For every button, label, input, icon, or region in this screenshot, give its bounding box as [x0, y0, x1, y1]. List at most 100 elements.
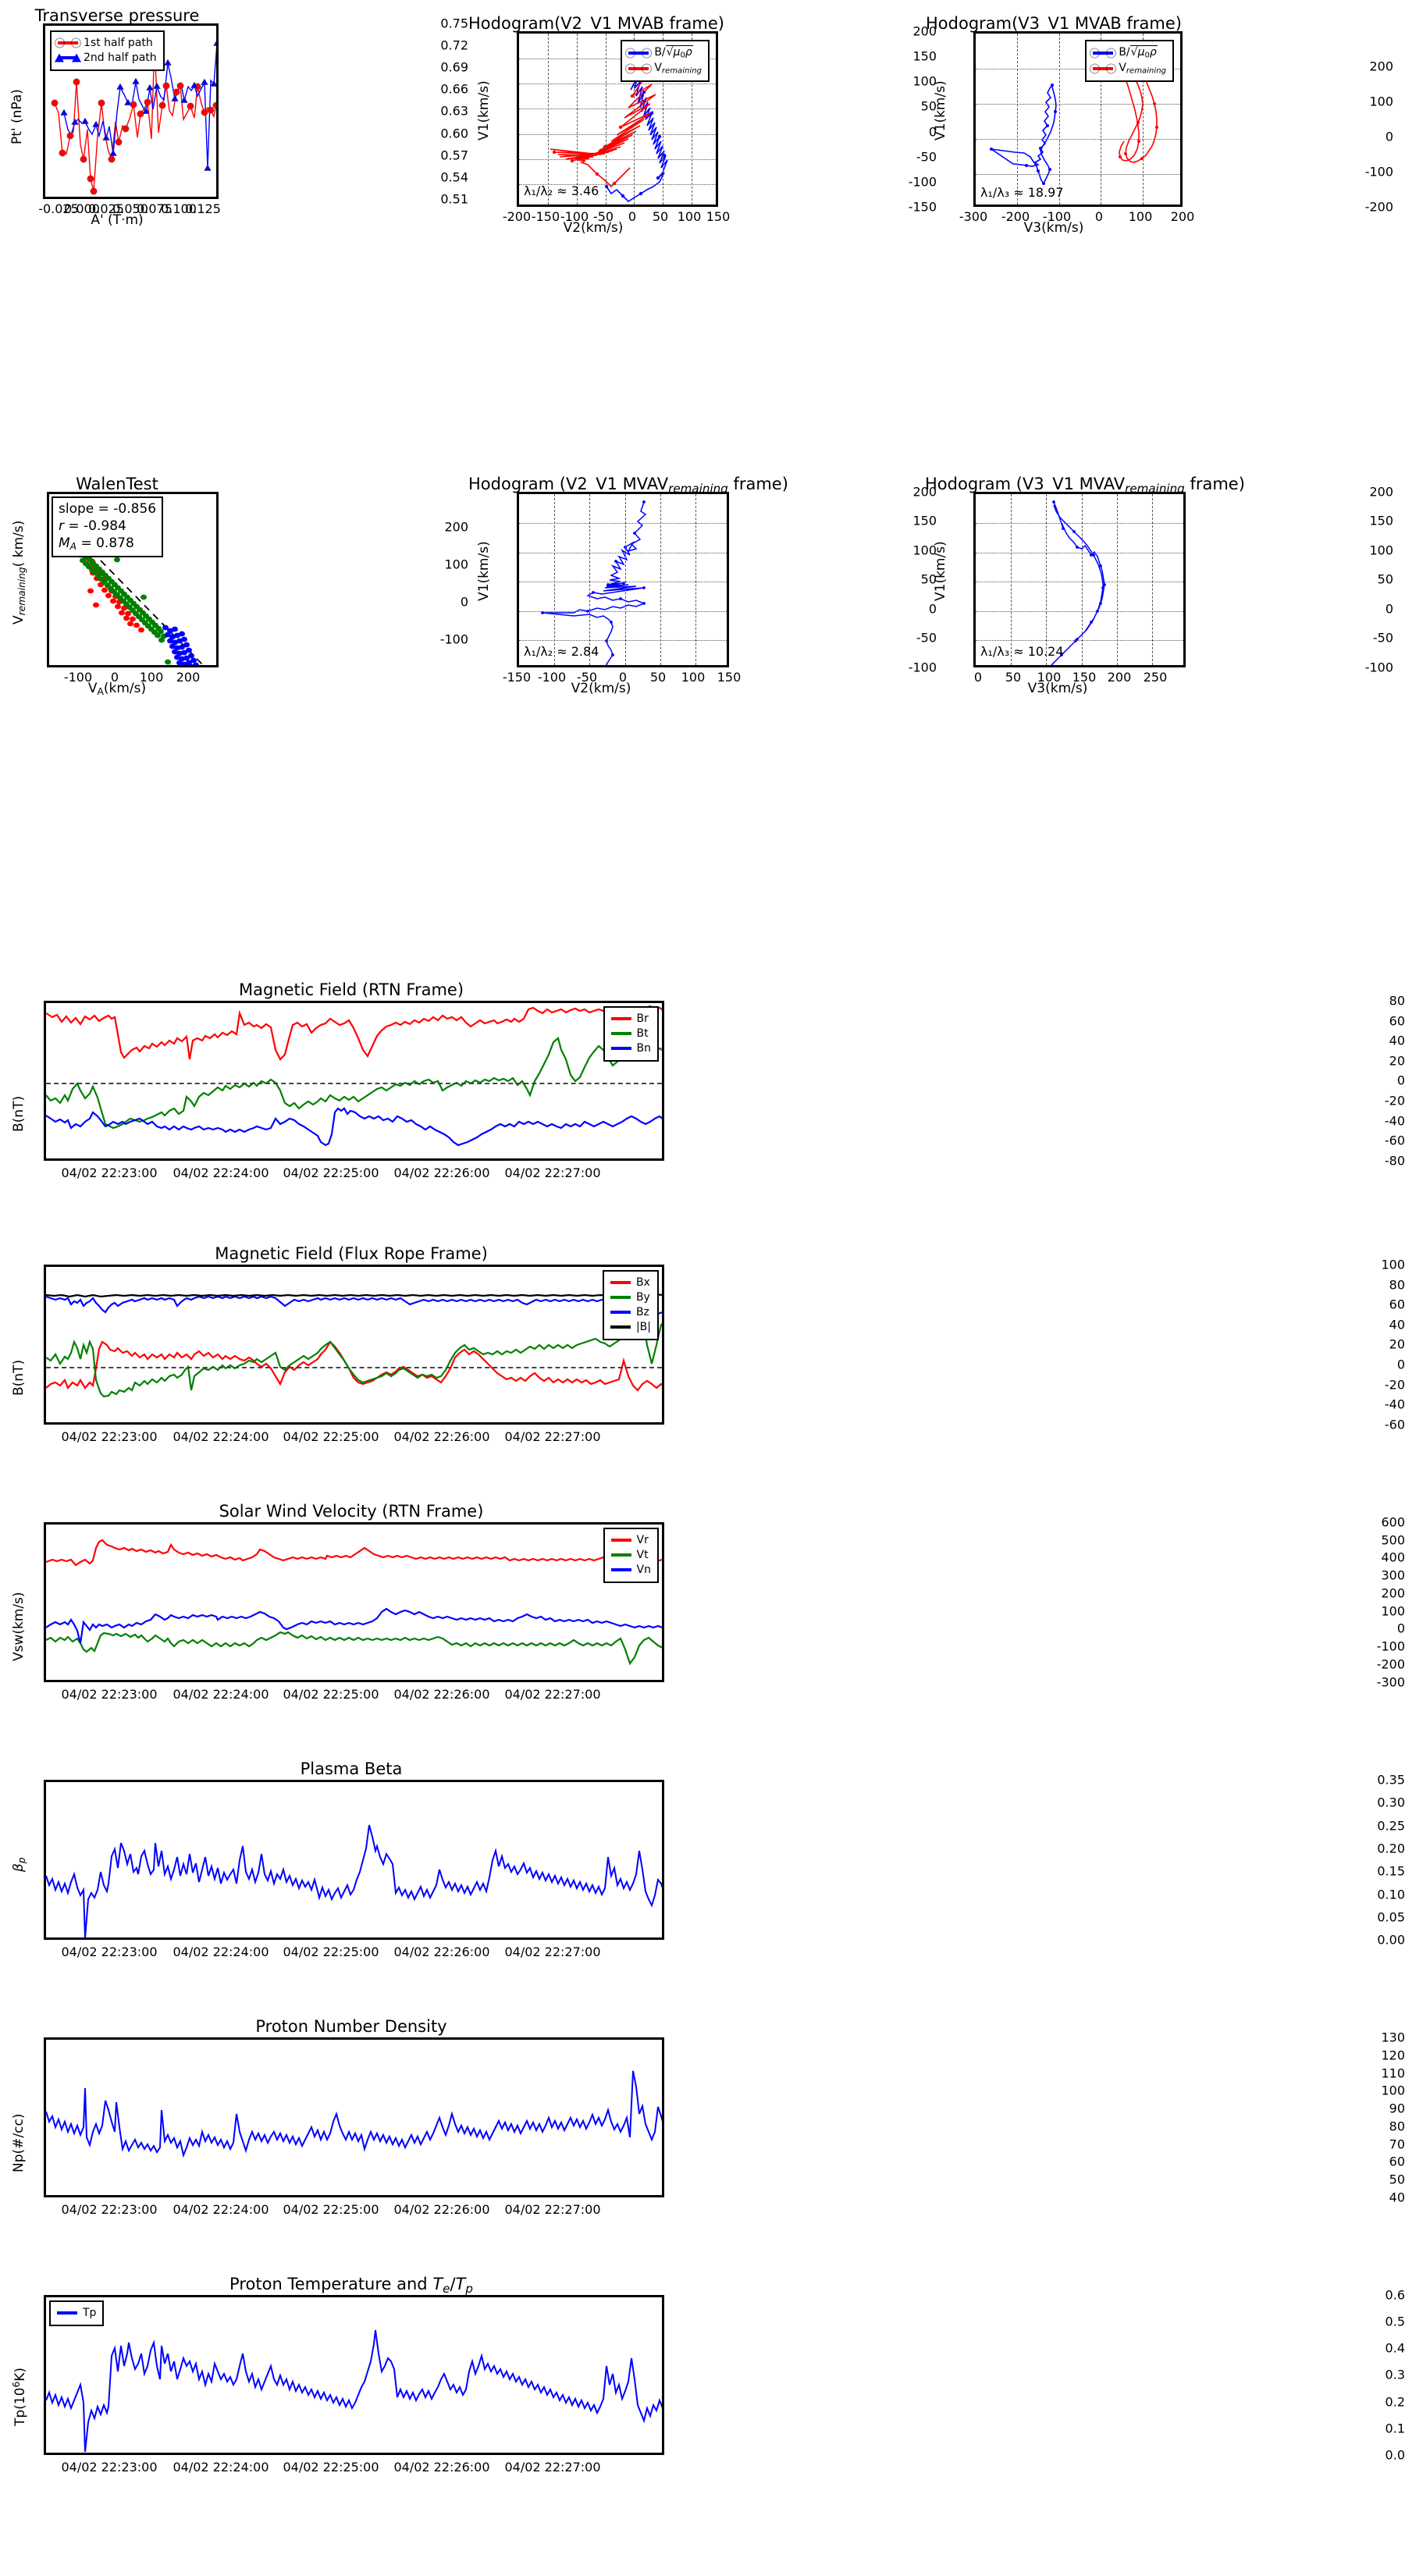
legend-label: 1st half path [84, 37, 153, 49]
x-tick: 50 [649, 670, 667, 685]
x-tick: -150 [531, 209, 560, 224]
y-tick: 0.69 [440, 59, 468, 75]
legend-label: Vremaining [654, 62, 702, 76]
gridline-v [1059, 34, 1060, 205]
panel-hodogram-v2-mvab: Hodogram(V2_V1 MVAB frame) V1(km/s) V2(k… [468, 8, 937, 236]
x-tick: 0.000 [64, 201, 100, 216]
legend-marker-triangle-icon [58, 56, 78, 60]
y-tick: 0.0 [1385, 2447, 1405, 2463]
x-tick: 04/02 22:27:00 [504, 1944, 601, 1959]
y-tick: 0.3 [1385, 2367, 1405, 2382]
x-tick: 04/02 22:24:00 [173, 1944, 269, 1959]
legend-marker-circle-icon [628, 67, 649, 71]
gridline-h [976, 611, 1183, 612]
legend-row: Bn [610, 1041, 651, 1056]
x-tick: 04/02 22:23:00 [61, 2202, 158, 2217]
legend-magnetic-rtn[interactable]: Br Bt Bn [603, 1006, 659, 1062]
panel-title: Hodogram(V3_V1 MVAB frame) [926, 14, 1182, 33]
legend-label: Tp [83, 2307, 97, 2319]
legend-row: Vremaining [1093, 61, 1166, 76]
legend-marker-circle-icon [58, 41, 78, 45]
y-tick: 0 [1385, 601, 1393, 617]
y-tick: -200 [1376, 1656, 1405, 1672]
x-tick: 04/02 22:27:00 [504, 2460, 601, 2475]
x-tick: 04/02 22:25:00 [283, 1687, 379, 1702]
plot-area[interactable]: slope = -0.856 r = -0.984 MA = 0.878 [47, 492, 219, 667]
plot-area[interactable]: B/√μ0ρ Vremaining λ₁/λ₃ ≈ 18.97 [973, 31, 1183, 207]
x-tick: 04/02 22:27:00 [504, 1429, 601, 1444]
panel-title: Solar Wind Velocity (RTN Frame) [219, 1502, 484, 1521]
y-tick: 70 [1389, 2137, 1405, 2152]
legend-label: Vn [636, 1563, 651, 1576]
y-tick: 0.72 [440, 37, 468, 53]
legend-hodogram-v3-mvab[interactable]: B/√μ0ρ Vremaining [1085, 40, 1174, 83]
legend-magnetic-fluxrope[interactable]: Bx By Bz |B| [602, 1270, 659, 1340]
panel-solar-wind-velocity: Solar Wind Velocity (RTN Frame) Vsw(km/s… [0, 1497, 1405, 1739]
plot-area[interactable]: λ₁/λ₂ ≈ 2.84 [517, 492, 729, 667]
y-tick: -100 [1364, 660, 1393, 675]
y-axis-label: Tp(106K) [11, 2367, 29, 2426]
legend-row: By [610, 1290, 651, 1305]
y-tick: 0.4 [1385, 2340, 1405, 2356]
y-tick: 50 [920, 98, 937, 114]
y-tick: 200 [912, 484, 937, 500]
plot-area[interactable]: 1st half path 2nd half path [43, 23, 219, 199]
legend-label: B/√μ0ρ [654, 45, 693, 60]
y-tick: -300 [1376, 1674, 1405, 1690]
legend-row: Vt [610, 1548, 651, 1563]
x-tick: 0 [618, 670, 628, 685]
x-tick: 04/02 22:24:00 [173, 2202, 269, 2217]
legend-transverse-pressure[interactable]: 1st half path 2nd half path [50, 30, 165, 71]
panel-title: Plasma Beta [300, 1759, 403, 1778]
plot-area[interactable]: Vr Vt Vn [44, 1522, 664, 1682]
walen-r: r = -0.984 [59, 518, 126, 535]
legend-swatch [610, 1032, 631, 1036]
y-tick: -20 [1384, 1093, 1405, 1108]
legend-hodogram-v2-mvab[interactable]: B/√μ0ρ Vremaining [621, 40, 710, 83]
plot-area[interactable]: Br Bt Bn [44, 1001, 664, 1161]
y-tick: 0 [928, 601, 937, 617]
legend-solar-wind-velocity[interactable]: Vr Vt Vn [603, 1528, 659, 1583]
y-tick: 100 [1381, 1603, 1405, 1619]
y-tick: 0.25 [1377, 1818, 1405, 1834]
legend-proton-temperature[interactable]: Tp [49, 2300, 105, 2326]
legend-label: |B| [635, 1320, 651, 1333]
y-tick: 100 [912, 543, 937, 558]
plot-area[interactable] [44, 1780, 664, 1940]
y-axis-label: Pt' (nPa) [9, 89, 25, 144]
gridline-v [548, 34, 549, 205]
y-tick: 0.1 [1385, 2421, 1405, 2436]
walen-stats-box: slope = -0.856 r = -0.984 MA = 0.878 [52, 496, 164, 558]
y-tick: -100 [1364, 164, 1393, 180]
x-tick: -50 [592, 209, 614, 224]
x-tick: 04/02 22:26:00 [393, 1165, 490, 1180]
x-tick: 0 [628, 209, 637, 224]
gridline-v [1082, 494, 1083, 665]
gridline-v [1017, 34, 1018, 205]
y-tick: 0.5 [1385, 2314, 1405, 2329]
legend-swatch [610, 1296, 631, 1300]
legend-row: Bt [610, 1026, 651, 1041]
plot-area[interactable]: Tp [44, 2295, 664, 2455]
y-tick: 100 [1381, 1257, 1405, 1272]
gridline-h [976, 523, 1183, 524]
x-tick: -150 [502, 670, 532, 685]
plot-area[interactable] [44, 2037, 664, 2197]
y-tick: 0 [1396, 1621, 1405, 1636]
y-tick: 90 [1389, 2101, 1405, 2116]
legend-row: Vr [610, 1533, 651, 1548]
legend-label: Bz [635, 1305, 649, 1318]
plot-area[interactable]: λ₁/λ₃ ≈ 10.24 [973, 492, 1186, 667]
x-tick: 0.025 [88, 201, 124, 216]
legend-label: Bx [635, 1276, 650, 1289]
legend-swatch [610, 1539, 631, 1542]
y-axis-label: V1(km/s) [933, 80, 948, 141]
y-tick: 200 [912, 23, 937, 39]
eigenvalue-ratio-annotation: λ₁/λ₃ ≈ 18.97 [980, 185, 1064, 200]
legend-row: 2nd half path [58, 51, 157, 66]
x-axis-label: V2(km/s) [571, 681, 631, 696]
plot-area[interactable]: Bx By Bz |B| [44, 1265, 664, 1425]
y-tick: 150 [1369, 513, 1393, 528]
x-tick: -200 [502, 209, 532, 224]
plot-area[interactable]: B/√μ0ρ Vremaining λ₁/λ₂ ≈ 3.46 [517, 31, 718, 207]
